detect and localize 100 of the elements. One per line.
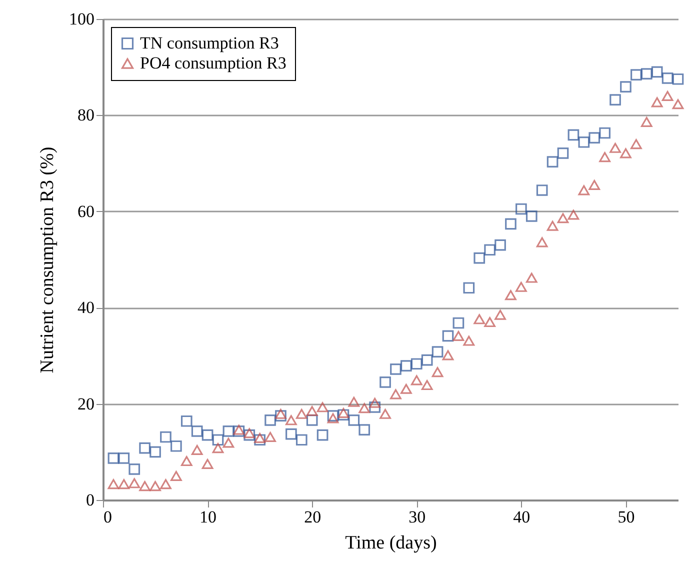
point [588, 132, 600, 144]
point [599, 152, 610, 162]
point [348, 414, 360, 426]
point [463, 282, 475, 294]
point [286, 415, 297, 426]
point [442, 330, 454, 342]
point [275, 408, 286, 419]
point [578, 185, 590, 196]
y-tick-label: 100 [69, 10, 94, 28]
point [568, 129, 580, 141]
point [244, 428, 256, 438]
point [254, 432, 266, 443]
point [672, 73, 684, 85]
point [672, 99, 684, 110]
point [358, 424, 370, 436]
point [557, 148, 569, 159]
point [191, 444, 203, 455]
point [358, 403, 370, 414]
point [484, 317, 496, 328]
point [651, 66, 663, 78]
point [202, 458, 214, 469]
point [338, 408, 350, 418]
point [610, 142, 621, 153]
point [170, 440, 182, 452]
point [150, 481, 161, 492]
point [505, 218, 516, 230]
point [588, 180, 600, 190]
point [139, 442, 150, 454]
point [264, 432, 276, 442]
point [630, 69, 642, 80]
point [139, 481, 150, 492]
point [118, 479, 130, 490]
x-tick-label: 20 [304, 508, 322, 526]
point [244, 429, 256, 441]
point [160, 479, 172, 490]
point [180, 456, 192, 466]
point [108, 452, 120, 464]
point [180, 415, 192, 427]
y-tick-label: 20 [78, 394, 94, 414]
point [640, 116, 652, 127]
point [620, 148, 632, 158]
point [599, 127, 610, 139]
point [390, 389, 402, 400]
point [128, 464, 140, 475]
point [546, 220, 558, 231]
point [452, 317, 464, 329]
point [662, 72, 674, 84]
y-tick-label: 80 [78, 106, 94, 125]
point [306, 406, 318, 416]
point [568, 210, 580, 220]
point [432, 346, 444, 358]
point [296, 434, 308, 446]
point [275, 410, 286, 422]
point [536, 184, 548, 196]
point [254, 434, 266, 446]
point [474, 252, 486, 264]
y-tick-label: 40 [78, 298, 94, 318]
x-tick-label: 0 [104, 508, 112, 526]
point [316, 429, 328, 441]
point [212, 434, 224, 446]
point [369, 398, 380, 408]
point [410, 358, 422, 370]
point [160, 431, 172, 443]
point [526, 210, 538, 222]
x-axis-title: Time (days) [345, 532, 437, 554]
point [432, 367, 444, 378]
legend-label: TN consumption R3 [140, 34, 279, 52]
point [316, 402, 328, 412]
point [620, 81, 632, 92]
x-tick-label: 40 [513, 508, 530, 526]
point [630, 139, 642, 150]
point [421, 354, 433, 366]
point [108, 479, 120, 490]
point [516, 203, 527, 215]
point [296, 408, 308, 419]
point [494, 239, 506, 251]
point [505, 290, 516, 300]
x-tick-label: 10 [200, 508, 217, 526]
x-tick-label: 50 [618, 508, 635, 526]
point [546, 156, 558, 168]
point [484, 244, 496, 256]
point [202, 429, 214, 441]
point [212, 443, 224, 454]
point [380, 408, 391, 419]
point [380, 376, 391, 388]
legend-label: PO4 consumption R3 [140, 54, 286, 72]
point [222, 426, 234, 437]
point [400, 384, 412, 394]
point [118, 452, 130, 464]
point [264, 414, 276, 426]
point [128, 478, 140, 488]
point [662, 90, 674, 101]
point [421, 380, 433, 390]
point [410, 375, 422, 386]
point [526, 272, 538, 283]
point [327, 413, 339, 424]
point [516, 282, 527, 292]
point [557, 213, 569, 224]
point [442, 350, 454, 360]
x-tick-label: 30 [408, 508, 426, 526]
